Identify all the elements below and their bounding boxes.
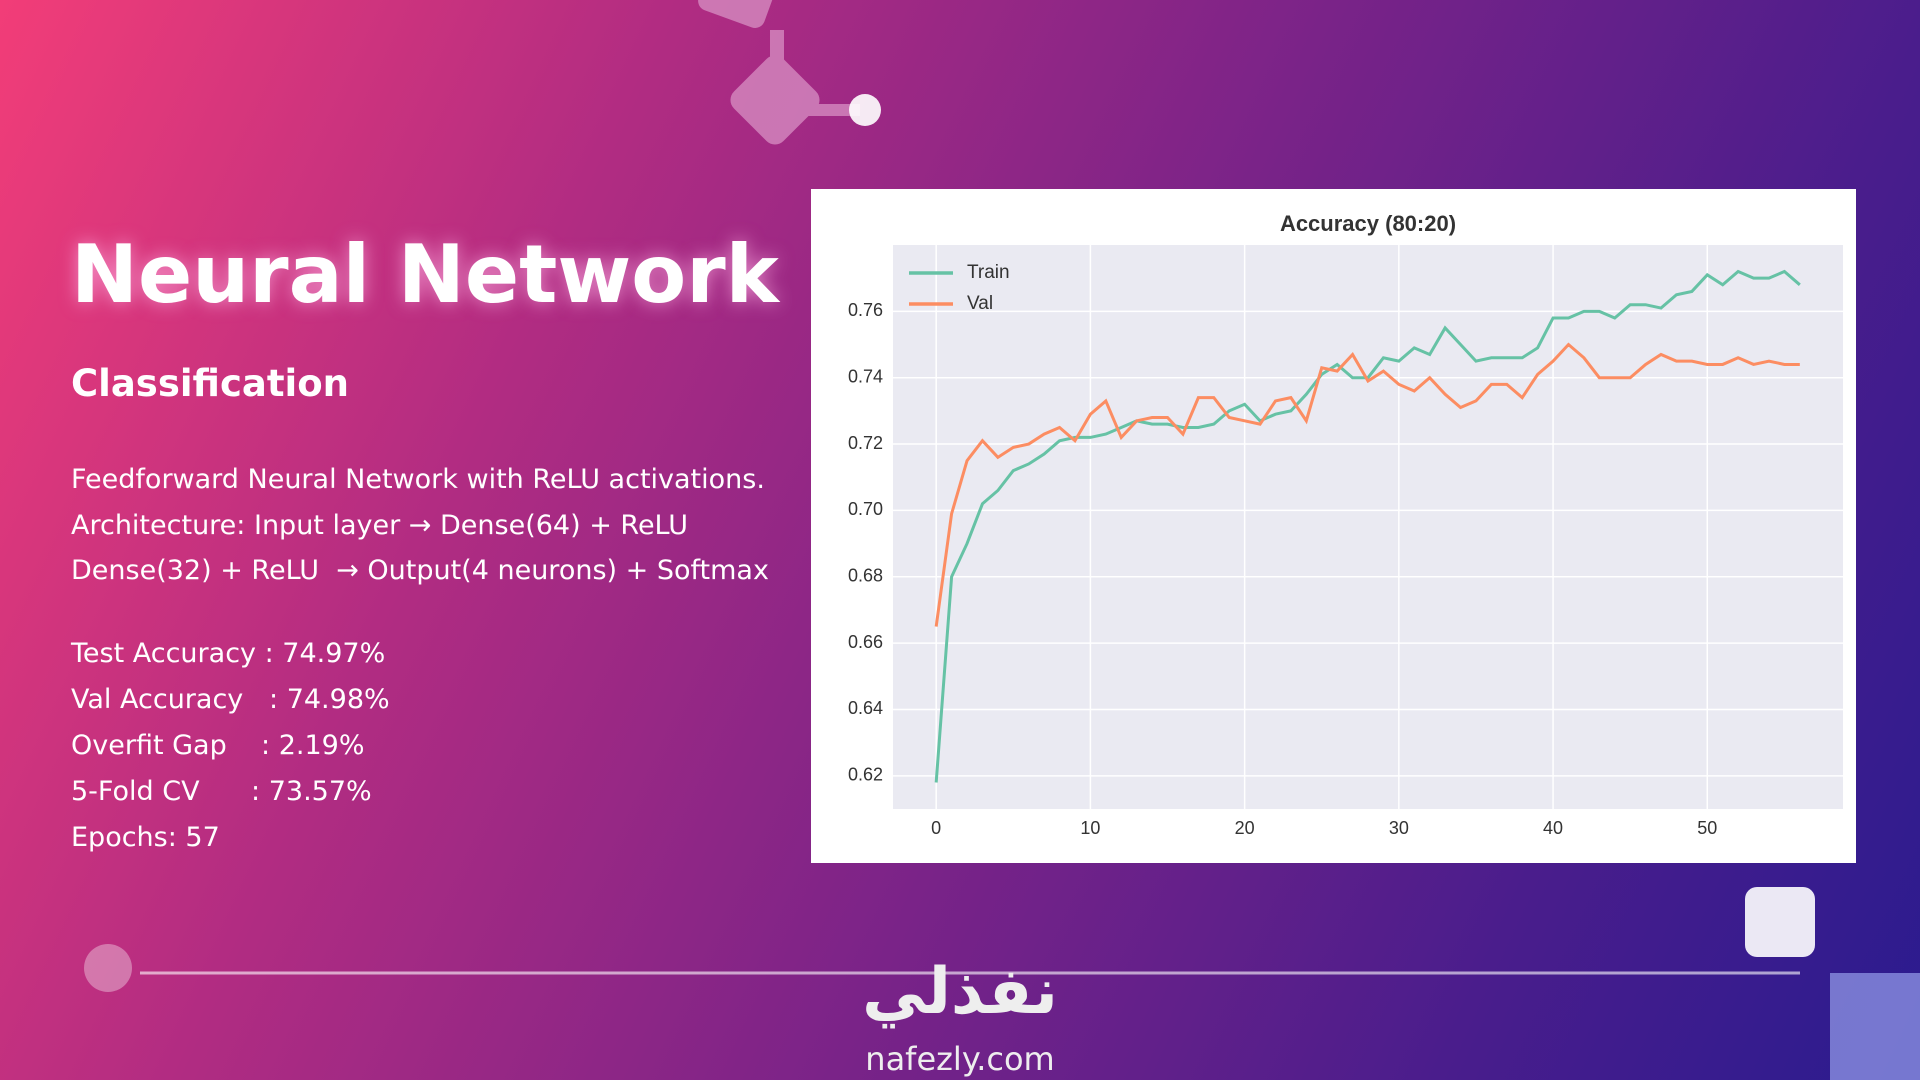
y-tick-label: 0.74 [848, 366, 883, 386]
description-line: Dense(32) + ReLU → Output(4 neurons) + S… [71, 555, 769, 586]
y-tick-label: 0.70 [848, 499, 883, 519]
stat-line: Test Accuracy : 74.97% [71, 638, 386, 669]
logo-url: nafezly.com [865, 1040, 1055, 1078]
description-line: Feedforward Neural Network with ReLU act… [71, 464, 765, 495]
x-tick-label: 0 [931, 818, 941, 838]
y-tick-label: 0.68 [848, 566, 883, 586]
x-tick-label: 40 [1543, 818, 1563, 838]
slide-subtitle: Classification [71, 362, 349, 405]
x-tick-label: 30 [1389, 818, 1409, 838]
x-tick-label: 20 [1235, 818, 1255, 838]
chart-title: Accuracy (80:20) [1280, 211, 1456, 236]
description-line: Architecture: Input layer → Dense(64) + … [71, 510, 689, 541]
plot-area [893, 245, 1843, 809]
stat-line: 5-Fold CV : 73.57% [71, 776, 372, 807]
chart-card: Accuracy (80:20) 0.62 0.64 0.66 0.68 0.70 0.7… [811, 189, 1856, 863]
y-tick-label: 0.66 [848, 632, 883, 652]
data-line [934, 269, 1801, 783]
y-tick-label: 0.72 [848, 433, 883, 453]
x-tick-label: 50 [1697, 818, 1717, 838]
legend-label: Train [967, 262, 1010, 283]
y-tick-label: 0.76 [848, 300, 883, 320]
data-line [934, 342, 1800, 627]
stat-line: Val Accuracy : 74.98% [71, 684, 390, 715]
slide-title: Neural Network [71, 228, 779, 321]
legend-label: Val [967, 293, 993, 314]
y-tick-label: 0.62 [848, 765, 883, 785]
logo-arabic: نفذلي [862, 955, 1058, 1029]
stat-line: Overfit Gap : 2.19% [71, 730, 365, 761]
y-tick-label: 0.64 [848, 698, 883, 718]
chart: Accuracy (80:20) 0.62 0.64 0.66 0.68 0.70 0.7… [848, 211, 1843, 838]
x-tick-label: 10 [1080, 818, 1100, 838]
stat-line: Epochs: 57 [71, 822, 220, 853]
